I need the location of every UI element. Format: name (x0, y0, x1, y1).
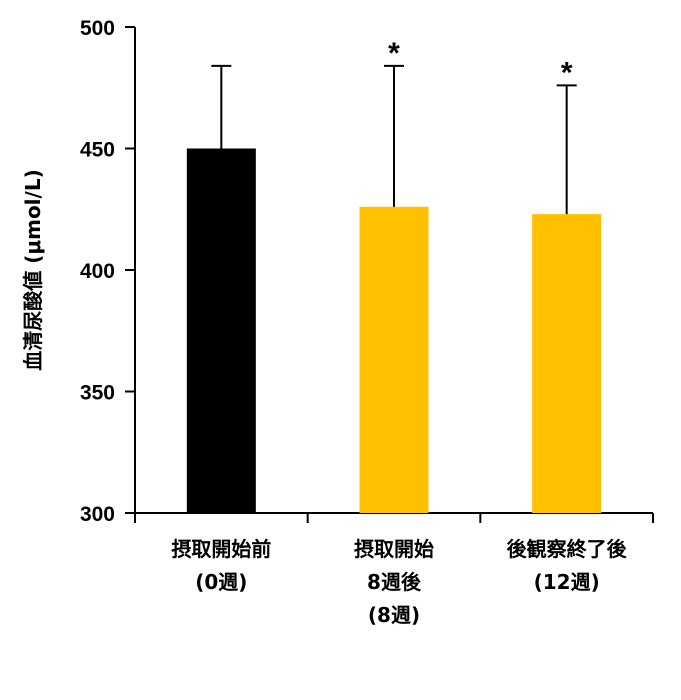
category-label: 8週後 (367, 570, 422, 594)
y-tick-label: 500 (80, 17, 115, 40)
bar (186, 148, 256, 513)
bar (359, 206, 429, 513)
y-tick-label: 400 (80, 260, 115, 283)
y-axis-label: 血清尿酸値 (μmol/L) (21, 169, 45, 370)
category-label: (12週) (534, 570, 600, 594)
labels: 300 350 400 450 500 摂取開始前 (0週) * 摂取開始 8週後 (8週) * 後観察… (80, 17, 628, 627)
bars (186, 64, 602, 514)
category-label: (0週) (195, 570, 247, 594)
category-label: 摂取開始 (354, 537, 434, 561)
category-label: 後観察終了後 (507, 537, 628, 561)
y-tick-label: 450 (80, 139, 115, 162)
significance-marker: * (388, 37, 400, 70)
bar (532, 214, 602, 514)
significance-marker: * (561, 56, 573, 89)
category-label: (8週) (368, 603, 420, 627)
y-tick-label: 300 (80, 503, 115, 526)
category-label: 摂取開始前 (171, 537, 271, 561)
y-tick-label: 350 (80, 382, 115, 405)
